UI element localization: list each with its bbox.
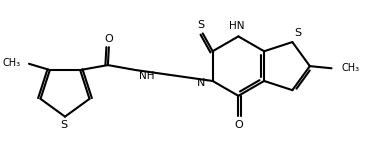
Text: CH₃: CH₃ (3, 58, 21, 68)
Text: O: O (234, 119, 243, 130)
Text: S: S (197, 20, 204, 29)
Text: S: S (294, 28, 301, 38)
Text: CH₃: CH₃ (341, 63, 359, 73)
Text: S: S (60, 119, 68, 130)
Text: N: N (197, 78, 205, 88)
Text: NH: NH (139, 71, 154, 81)
Text: HN: HN (228, 22, 244, 32)
Text: O: O (104, 34, 113, 44)
